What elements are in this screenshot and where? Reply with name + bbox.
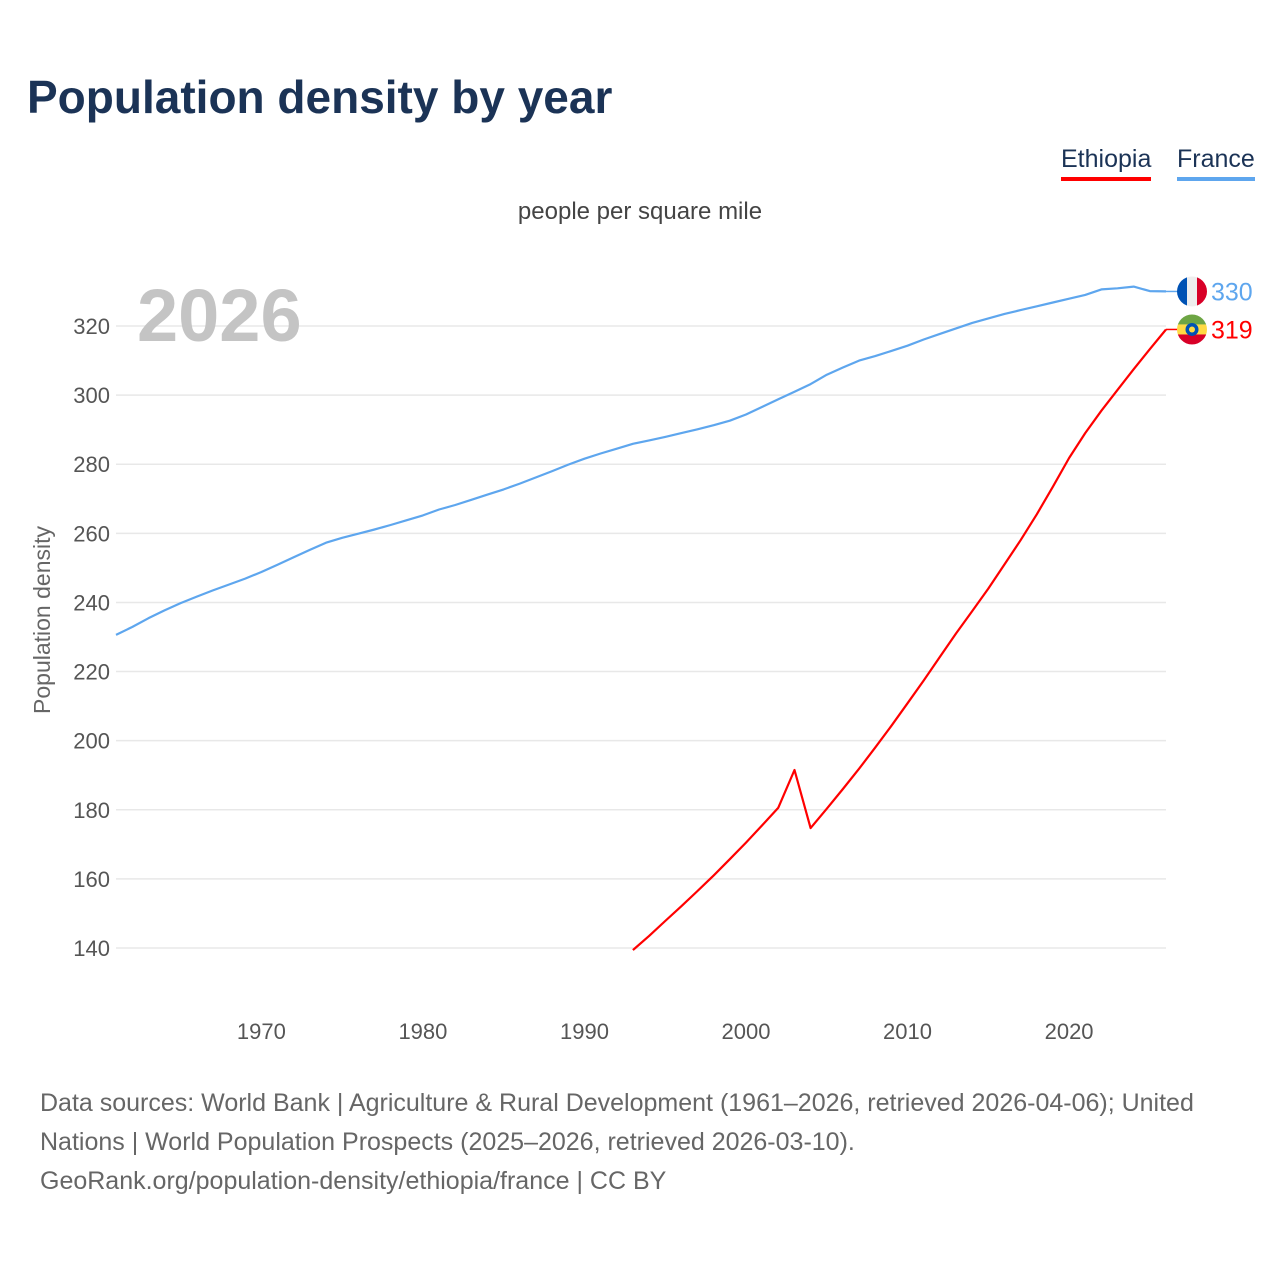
series-line-ethiopia — [632, 328, 1167, 951]
year-watermark: 2026 — [137, 274, 302, 357]
flag-stripe — [1187, 276, 1197, 307]
y-tick-label: 180 — [73, 798, 110, 823]
data-sources: Data sources: World Bank | Agriculture &… — [40, 1089, 1194, 1156]
footer: Data sources: World Bank | Agriculture &… — [40, 1084, 1250, 1201]
x-tick-label: 2000 — [722, 1019, 771, 1044]
x-tick-label: 1980 — [398, 1019, 447, 1044]
flag-body — [1177, 276, 1207, 307]
y-tick-label: 300 — [73, 383, 110, 408]
y-tick-labels: 140 160 180 200 220 240 260 280 300 320 — [73, 314, 110, 961]
x-tick-labels: 1970 1980 1990 2000 2010 2020 — [237, 1019, 1094, 1044]
flag-stripe — [1177, 334, 1207, 345]
flag-star — [1189, 326, 1195, 333]
x-tick-label: 2020 — [1045, 1019, 1094, 1044]
chart-subtitle: people per square mile — [517, 198, 763, 225]
y-tick-label: 320 — [73, 314, 110, 339]
flag-france-icon — [1177, 276, 1207, 307]
end-label-france: 330 — [1211, 278, 1253, 306]
y-tick-label: 280 — [73, 452, 110, 477]
flag-body — [1177, 314, 1207, 345]
x-tick-label: 1990 — [560, 1019, 609, 1044]
chart-title: Population density by year — [27, 71, 613, 123]
series-lines — [115, 285, 1178, 951]
y-tick-label: 200 — [73, 729, 110, 754]
legend-item-france[interactable]: France — [1177, 145, 1255, 181]
x-tick-label: 1970 — [237, 1019, 286, 1044]
y-tick-label: 160 — [73, 867, 110, 892]
end-label-ethiopia: 319 — [1211, 316, 1253, 344]
y-tick-label: 140 — [73, 936, 110, 961]
flag-stripe — [1177, 314, 1207, 325]
y-tick-label: 260 — [73, 521, 110, 546]
y-axis-label: Population density — [29, 526, 55, 714]
gridlines — [116, 325, 1166, 949]
legend-item-ethiopia[interactable]: Ethiopia — [1061, 145, 1152, 181]
flag-stripe — [1197, 276, 1207, 307]
flag-stripe — [1177, 276, 1187, 307]
y-tick-label: 240 — [73, 590, 110, 615]
source-link[interactable]: GeoRank.org/population-density/ethiopia/… — [40, 1167, 667, 1195]
series-line-france — [115, 285, 1167, 636]
flag-ethiopia-icon — [1177, 314, 1207, 345]
y-tick-label: 220 — [73, 660, 110, 685]
x-tick-label: 2010 — [883, 1019, 932, 1044]
